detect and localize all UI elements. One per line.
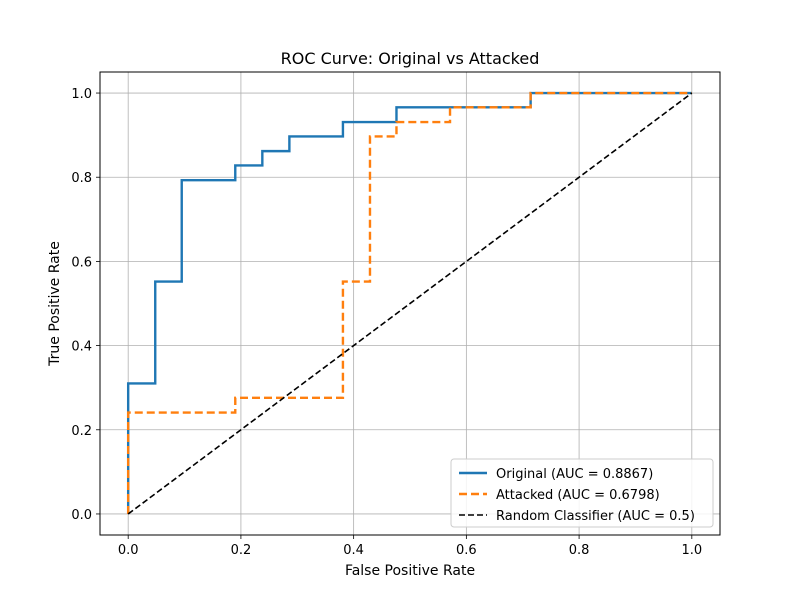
- series-line-2: [126, 91, 692, 514]
- x-axis-label: False Positive Rate: [345, 563, 475, 579]
- legend-label-1: Original (AUC = 0.8867): [496, 467, 653, 482]
- y-axis-label: True Positive Rate: [47, 241, 63, 367]
- x-tick-label: 0.8: [569, 543, 590, 558]
- legend-label-2: Attacked (AUC = 0.6798): [496, 488, 660, 503]
- x-tick-label: 0.2: [231, 543, 252, 558]
- legend: Original (AUC = 0.8867) Attacked (AUC = 0…: [450, 458, 714, 528]
- y-tick-label: 0.8: [71, 171, 92, 186]
- plot-frame: [99, 71, 721, 536]
- series-line-1: [126, 91, 692, 514]
- series-layer: [126, 91, 693, 515]
- x-tick-label: 0.4: [343, 543, 364, 558]
- y-tick-label: 0.2: [71, 424, 92, 439]
- y-tick-label: 0.6: [71, 255, 92, 270]
- x-tick-label: 1.0: [681, 543, 702, 558]
- legend-box: [450, 458, 714, 528]
- chart-title: ROC Curve: Original vs Attacked: [281, 49, 540, 68]
- grid-layer: [100, 72, 720, 535]
- y-tick-label: 0.0: [71, 508, 92, 523]
- x-tick-label: 0.0: [118, 543, 139, 558]
- y-tick-label: 1.0: [71, 87, 92, 102]
- legend-label-3: Random Classifier (AUC = 0.5): [496, 509, 695, 524]
- y-tick-label: 0.4: [71, 340, 92, 355]
- x-tick-label: 0.6: [456, 543, 477, 558]
- tick-layer: 0.0 0.2 0.4 0.6 0.8 1.0 0.0 0.2 0.4 0.6 0.8 1.0: [71, 87, 702, 558]
- series-line-3: [127, 92, 693, 515]
